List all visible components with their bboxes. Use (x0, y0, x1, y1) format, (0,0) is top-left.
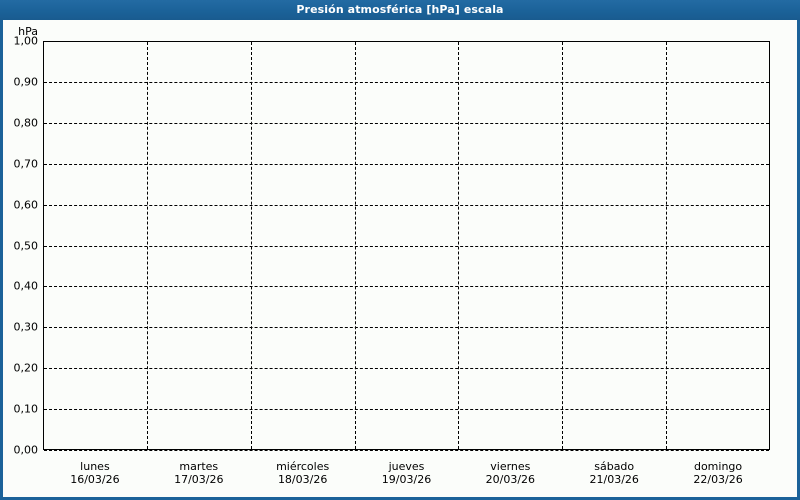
horizontal-gridline (44, 205, 769, 206)
x-axis-day-name: sábado (594, 460, 635, 473)
vertical-gridline (147, 42, 148, 449)
horizontal-gridline (44, 164, 769, 165)
y-axis-tick-label: 0,00 (13, 443, 39, 457)
x-axis-date: 19/03/26 (381, 473, 432, 486)
horizontal-gridline (44, 82, 769, 83)
x-axis-date: 16/03/26 (70, 473, 120, 486)
x-axis-date: 18/03/26 (277, 473, 328, 486)
x-axis-date: 21/03/26 (589, 473, 639, 486)
page-title: Presión atmosférica [hPa] escala (296, 3, 504, 16)
horizontal-gridline (44, 41, 769, 42)
x-axis-date: 17/03/26 (174, 473, 224, 486)
x-axis-day-name: lunes (80, 460, 110, 473)
horizontal-gridline (44, 450, 769, 451)
x-axis-tick-label: domingo 22/03/26 (693, 460, 742, 486)
window-title-bar: Presión atmosférica [hPa] escala (0, 0, 800, 20)
horizontal-gridline (44, 246, 769, 247)
y-axis-tick-label: 0,40 (13, 279, 39, 293)
x-axis-day-name: viernes (490, 460, 531, 473)
y-axis-tick-label: 0,20 (13, 361, 39, 375)
x-axis-day-name: domingo (693, 460, 743, 473)
y-axis-tick-label: 0,90 (13, 75, 39, 89)
x-axis-day-name: jueves (388, 460, 425, 473)
x-axis-tick-label: martes 17/03/26 (174, 460, 223, 486)
horizontal-gridline (44, 368, 769, 369)
x-axis-tick-label: lunes 16/03/26 (70, 460, 119, 486)
x-axis-date: 22/03/26 (693, 473, 743, 486)
y-axis-tick-label: 0,60 (13, 198, 39, 212)
x-axis-tick-label: viernes 20/03/26 (486, 460, 535, 486)
y-axis-tick-label: 0,70 (13, 157, 39, 171)
x-axis-tick-label: sábado 21/03/26 (590, 460, 639, 486)
horizontal-gridline (44, 327, 769, 328)
vertical-gridline (562, 42, 563, 449)
y-axis-tick-label: 0,30 (13, 320, 39, 334)
x-axis-tick-label: miércoles 18/03/26 (276, 460, 329, 486)
x-axis-date: 20/03/26 (485, 473, 536, 486)
horizontal-gridline (44, 123, 769, 124)
y-axis-tick-label: 0,50 (13, 239, 39, 252)
y-axis-unit-label: hPa (18, 25, 38, 38)
y-axis-tick-label: 1,00 (13, 34, 39, 48)
x-axis-day-name: martes (179, 460, 219, 473)
vertical-gridline (458, 42, 459, 449)
horizontal-gridline (44, 409, 769, 410)
y-axis-tick-label: 0,10 (13, 402, 39, 416)
horizontal-gridline (44, 286, 769, 287)
vertical-gridline (666, 42, 667, 449)
vertical-gridline (251, 42, 252, 449)
vertical-gridline (355, 42, 356, 449)
x-axis-tick-label: jueves 19/03/26 (382, 460, 431, 486)
x-axis-day-name: miércoles (276, 460, 330, 473)
y-axis-tick-label: 0,80 (13, 116, 39, 130)
